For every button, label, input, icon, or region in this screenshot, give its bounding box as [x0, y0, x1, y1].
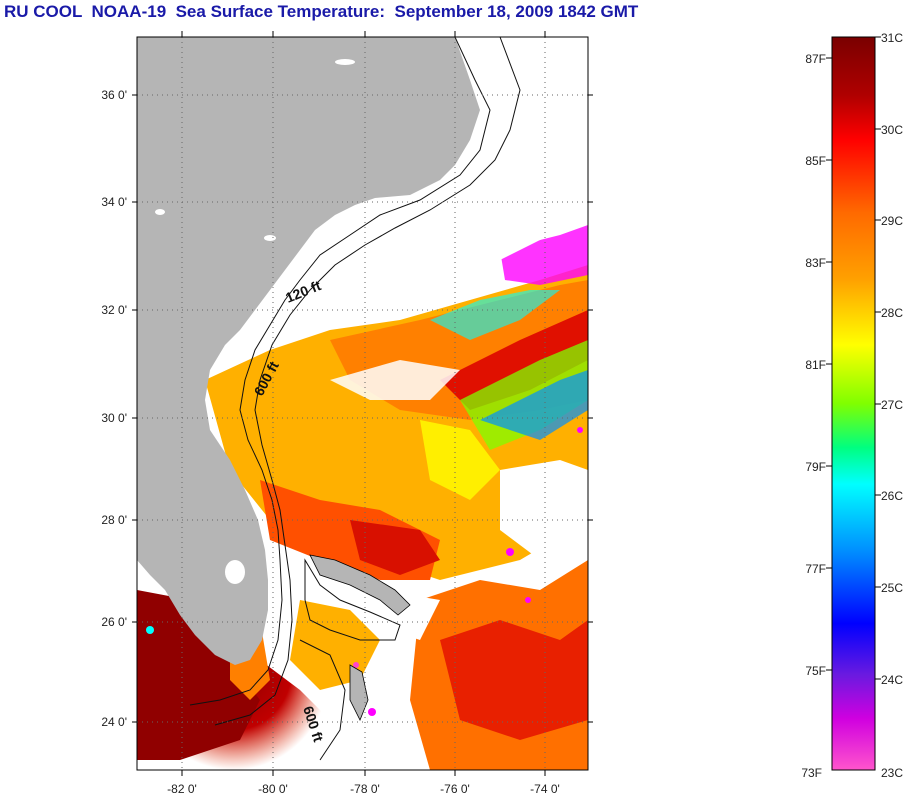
- map-title: RU COOL NOAA-19 Sea Surface Temperature:…: [4, 2, 639, 21]
- lat-label: 32 0': [101, 303, 127, 317]
- depth-contour-600ft: [214, 37, 521, 726]
- colorbar-celsius-label: 27C: [881, 398, 903, 412]
- lat-label: 30 0': [101, 411, 127, 425]
- lat-label: 26 0': [101, 615, 127, 629]
- colorbar: [831, 36, 876, 771]
- lake-okeechobee: [225, 560, 245, 584]
- lat-label: 28 0': [101, 513, 127, 527]
- axis-ticks: [132, 31, 593, 776]
- lon-label: -82 0': [167, 782, 197, 796]
- colorbar-celsius-label: 23C: [881, 766, 903, 780]
- sst-field: [137, 37, 588, 770]
- graticule: [137, 37, 588, 770]
- colorbar-celsius-label: 26C: [881, 489, 903, 503]
- colorbar-celsius-label: 25C: [881, 581, 903, 595]
- lat-label: 24 0': [101, 715, 127, 729]
- lon-label: -74 0': [530, 782, 560, 796]
- colorbar-celsius-label: 29C: [881, 214, 903, 228]
- lat-label: 36 0': [101, 88, 127, 102]
- colorbar-fahrenheit-label: 83F: [805, 256, 826, 270]
- colorbar-fahrenheit-label: 77F: [805, 562, 826, 576]
- colorbar-fahrenheit-label: 75F: [805, 664, 826, 678]
- colorbar-fahrenheit-label: 87F: [805, 52, 826, 66]
- colorbar-ticks: [826, 36, 881, 680]
- map-frame: [136, 36, 589, 771]
- colorbar-fahrenheit-label: 73F: [801, 766, 822, 780]
- colorbar-fahrenheit-label: 85F: [805, 154, 826, 168]
- lat-label: 34 0': [101, 195, 127, 209]
- colorbar-celsius-label: 31C: [881, 31, 903, 45]
- lon-label: -78 0': [350, 782, 380, 796]
- lon-label: -76 0': [440, 782, 470, 796]
- lon-label: -80 0': [258, 782, 288, 796]
- depth-contour-120ft: [189, 37, 491, 706]
- colorbar-fahrenheit-label: 79F: [805, 460, 826, 474]
- land-mass: [137, 37, 480, 665]
- colorbar-celsius-label: 30C: [881, 123, 903, 137]
- colorbar-celsius-label: 24C: [881, 673, 903, 687]
- colorbar-celsius-label: 28C: [881, 306, 903, 320]
- colorbar-fahrenheit-label: 81F: [805, 358, 826, 372]
